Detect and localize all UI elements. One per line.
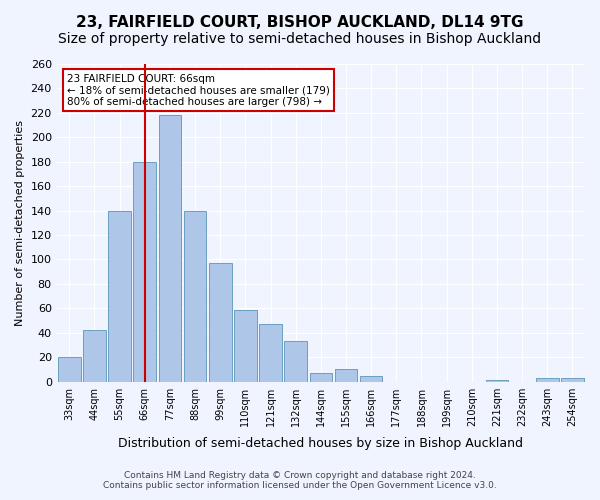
X-axis label: Distribution of semi-detached houses by size in Bishop Auckland: Distribution of semi-detached houses by … — [118, 437, 523, 450]
Bar — [536, 378, 559, 382]
Bar — [234, 310, 257, 382]
Bar — [209, 263, 232, 382]
Bar — [561, 378, 584, 382]
Bar — [259, 324, 282, 382]
Bar — [310, 373, 332, 382]
Text: Size of property relative to semi-detached houses in Bishop Auckland: Size of property relative to semi-detach… — [58, 32, 542, 46]
Text: Contains HM Land Registry data © Crown copyright and database right 2024.
Contai: Contains HM Land Registry data © Crown c… — [103, 470, 497, 490]
Y-axis label: Number of semi-detached properties: Number of semi-detached properties — [15, 120, 25, 326]
Bar — [108, 210, 131, 382]
Bar — [335, 370, 358, 382]
Bar — [485, 380, 508, 382]
Bar — [133, 162, 156, 382]
Text: 23 FAIRFIELD COURT: 66sqm
← 18% of semi-detached houses are smaller (179)
80% of: 23 FAIRFIELD COURT: 66sqm ← 18% of semi-… — [67, 74, 330, 106]
Bar — [284, 342, 307, 382]
Bar — [58, 357, 80, 382]
Bar — [158, 116, 181, 382]
Text: 23, FAIRFIELD COURT, BISHOP AUCKLAND, DL14 9TG: 23, FAIRFIELD COURT, BISHOP AUCKLAND, DL… — [76, 15, 524, 30]
Bar — [83, 330, 106, 382]
Bar — [360, 376, 382, 382]
Bar — [184, 210, 206, 382]
